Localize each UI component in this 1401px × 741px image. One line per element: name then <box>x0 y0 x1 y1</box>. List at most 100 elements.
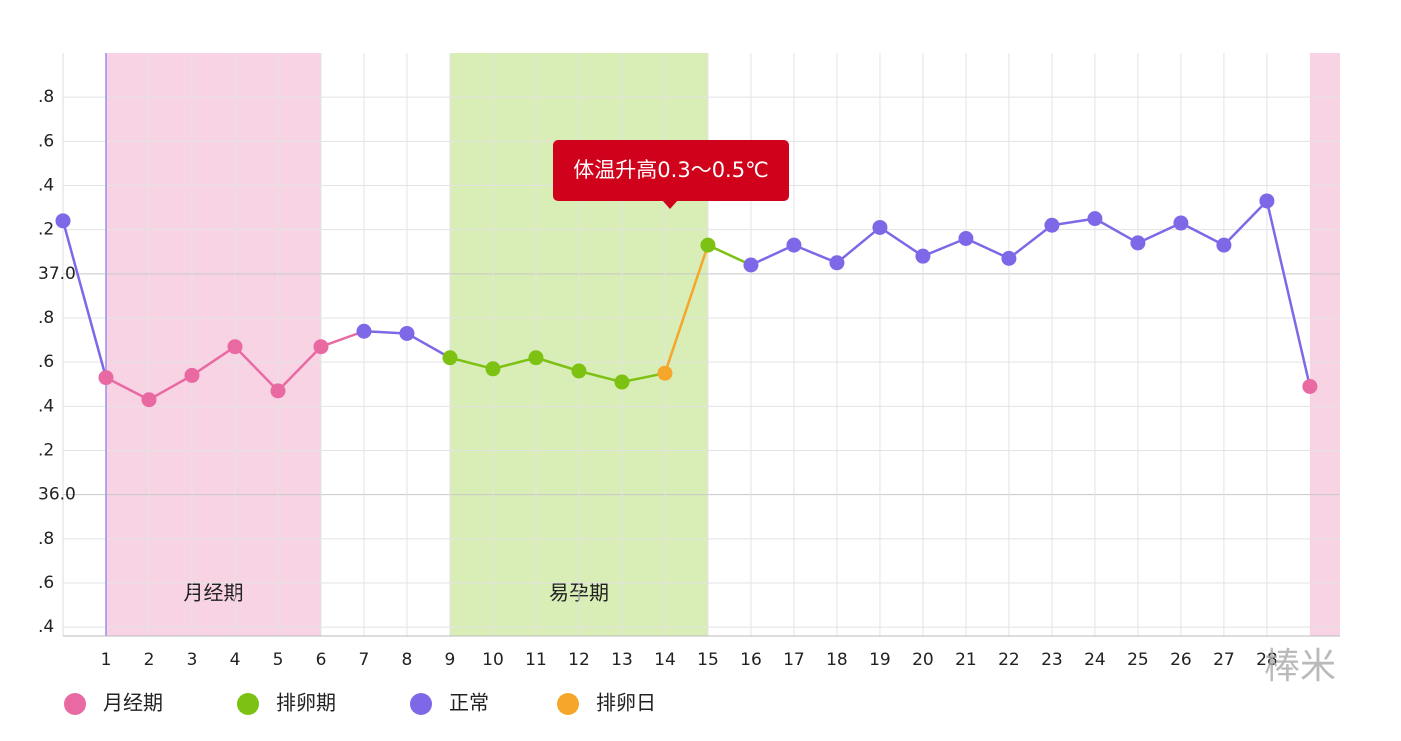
phase-band <box>105 53 321 636</box>
x-tick-label: 20 <box>912 650 934 670</box>
data-point <box>1173 215 1189 231</box>
legend: 月经期 排卵期 正常 排卵日 <box>64 691 656 715</box>
y-tick-label: .6 <box>38 352 54 372</box>
line-segment <box>750 243 795 267</box>
line-segment <box>1094 217 1139 245</box>
y-tick-label: .8 <box>38 529 54 549</box>
line-segment <box>836 226 881 264</box>
y-tick-label: .2 <box>38 220 54 240</box>
x-tick-label: 16 <box>740 650 762 670</box>
data-point <box>528 350 544 366</box>
data-point <box>1044 217 1060 233</box>
line-segment <box>1265 200 1312 387</box>
data-point <box>1302 378 1318 394</box>
line-segment <box>922 237 967 258</box>
x-tick-label: 17 <box>783 650 805 670</box>
x-tick-label: 13 <box>611 650 633 670</box>
data-point <box>657 365 673 381</box>
data-point <box>1087 211 1103 227</box>
data-point <box>958 231 974 246</box>
x-tick-label: 19 <box>869 650 891 670</box>
line-segment <box>148 374 193 401</box>
data-point <box>786 237 802 253</box>
x-tick-label: 28 <box>1256 650 1278 670</box>
data-point <box>313 339 329 355</box>
x-tick-label: 2 <box>144 650 155 670</box>
watermark: 棒米 <box>1264 646 1336 687</box>
y-tick-label: .4 <box>38 396 54 416</box>
legend-marker <box>64 693 86 715</box>
data-point <box>614 374 630 390</box>
line-segment <box>191 345 236 377</box>
annotation-text: 体温升高0.3～0.5℃ <box>573 158 768 182</box>
y-tick-label: .8 <box>38 87 54 107</box>
legend-marker <box>237 693 259 715</box>
data-point <box>98 370 114 386</box>
line-segment <box>105 376 150 401</box>
x-tick-label: 21 <box>955 650 977 670</box>
x-tick-label: 26 <box>1170 650 1192 670</box>
data-point <box>399 325 415 341</box>
data-point <box>485 361 501 377</box>
line-segment <box>277 345 322 392</box>
x-tick-label: 9 <box>445 650 456 670</box>
line-segment <box>1008 224 1053 260</box>
x-tick-label: 27 <box>1213 650 1235 670</box>
x-tick-label: 10 <box>482 650 504 670</box>
line-segment <box>1180 221 1225 247</box>
x-tick-label: 8 <box>402 650 413 670</box>
grid: .4.6.836.0.2.4.6.837.0.2.4.6.81 2 3 4 5 6 7 8 9 1… <box>38 53 1340 670</box>
data-point <box>1130 235 1146 251</box>
line-segment <box>406 332 451 359</box>
data-point <box>571 363 587 379</box>
legend-label: 正常 <box>449 691 489 715</box>
x-tick-label: 7 <box>359 650 370 670</box>
x-tick-label: 24 <box>1084 650 1106 670</box>
data-point <box>743 257 759 273</box>
data-point <box>227 339 243 355</box>
annotation: 体温升高0.3～0.5℃ <box>553 140 789 209</box>
line-segment <box>1137 221 1182 245</box>
y-tick-label: 36.0 <box>38 485 76 505</box>
data-point <box>184 367 200 383</box>
y-tick-label: .4 <box>38 617 54 637</box>
line-segment <box>965 237 1010 260</box>
line-segment <box>1223 200 1268 246</box>
legend-marker <box>410 693 432 715</box>
x-tick-label: 11 <box>525 650 547 670</box>
data-point <box>442 350 458 366</box>
y-tick-label: .8 <box>38 308 54 328</box>
x-tick-label: 23 <box>1041 650 1063 670</box>
x-tick-label: 15 <box>697 650 719 670</box>
data-point <box>915 248 931 264</box>
y-tick-label: .4 <box>38 176 54 196</box>
data-point <box>55 213 71 229</box>
line-segment <box>663 244 710 374</box>
data-point <box>700 237 716 253</box>
marks <box>55 193 1318 408</box>
line-segment <box>793 243 838 264</box>
data-point <box>356 323 372 339</box>
data-point <box>829 255 845 271</box>
legend-label: 月经期 <box>103 691 163 715</box>
legend-marker <box>557 693 579 715</box>
data-point <box>141 392 157 408</box>
y-tick-label: 37.0 <box>38 264 76 284</box>
x-tick-label: 14 <box>654 650 676 670</box>
band-label: 月经期 <box>183 581 243 605</box>
legend-label: 排卵日 <box>596 691 656 715</box>
legend-label: 排卵期 <box>276 691 336 715</box>
line-segment <box>61 220 108 378</box>
data-point <box>872 219 888 235</box>
line-segment <box>320 330 365 348</box>
data-point <box>270 383 286 399</box>
x-tick-label: 12 <box>568 650 590 670</box>
x-tick-label: 5 <box>273 650 284 670</box>
data-point <box>1216 237 1232 253</box>
x-tick-label: 6 <box>316 650 327 670</box>
x-tick-label: 4 <box>230 650 241 670</box>
x-tick-label: 3 <box>187 650 198 670</box>
y-tick-label: .6 <box>38 131 54 151</box>
data-point <box>1259 193 1275 209</box>
